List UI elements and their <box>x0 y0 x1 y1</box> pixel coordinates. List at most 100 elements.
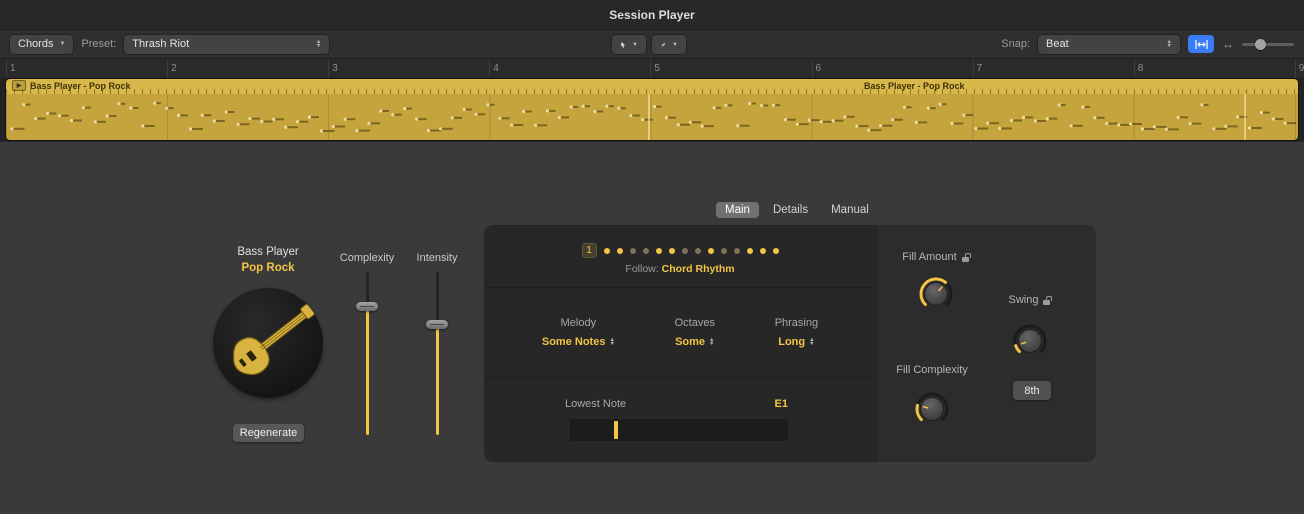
tab-details[interactable]: Details <box>772 204 809 216</box>
follow-setting[interactable]: Follow: Chord Rhythm <box>625 263 734 275</box>
fill-complexity-label-row: Fill Complexity <box>896 363 968 377</box>
ruler-bar-number: 8 <box>1137 63 1144 74</box>
ruler-bar-number: 2 <box>171 63 177 74</box>
variation-dot-on[interactable] <box>707 247 714 254</box>
ruler-bar-number: 5 <box>654 63 660 74</box>
ruler-bar-number: 4 <box>493 63 499 74</box>
zoom-slider[interactable] <box>1242 38 1294 50</box>
player-style: Pop Rock <box>241 262 295 274</box>
variation-dot-dim[interactable] <box>681 247 688 254</box>
fill-complexity-knob-block: Fill Complexity <box>887 363 977 434</box>
complexity-slider-thumb[interactable] <box>356 301 378 311</box>
unlocked-padlock-icon[interactable] <box>1043 295 1053 305</box>
region-header[interactable]: ▶ Bass Player - Pop Rock Bass Player - P… <box>6 79 1298 94</box>
ruler-gridline <box>489 59 491 78</box>
bar-ruler[interactable]: 1 2 3 4 5 6 7 8 9 <box>0 59 1304 79</box>
follow-value: Chord Rhythm <box>661 263 735 275</box>
updown-chevrons-icon: ▲ ▼ <box>709 336 715 347</box>
fill-amount-knob[interactable] <box>916 274 956 319</box>
marker-line <box>1244 94 1246 140</box>
variation-dot-on[interactable] <box>655 247 662 254</box>
performance-settings: Melody Some Notes ▲ ▼ Octaves Some ▲ ▼ Phrasing L… <box>484 288 876 378</box>
ruler-bar-number: 3 <box>332 63 338 74</box>
tab-manual[interactable]: Manual <box>831 204 869 216</box>
ruler-gridline <box>650 59 652 78</box>
fill-amount-label: Fill Amount <box>902 251 957 263</box>
pointer-tool-dropdown[interactable]: ▼ <box>612 35 646 54</box>
bar-gridlines <box>6 94 1298 140</box>
fill-complexity-label: Fill Complexity <box>896 364 968 376</box>
snap-value: Beat <box>1046 38 1069 50</box>
auto-zoom-button[interactable] <box>1188 35 1214 53</box>
ruler-bar-number: 1 <box>10 63 16 74</box>
melody-value[interactable]: Some Notes ▲ ▼ <box>542 336 615 348</box>
toolbar-left-group: Chords ▼ Preset: Thrash Riot ▲ ▼ <box>10 34 330 54</box>
lowest-note-slider-thumb[interactable] <box>613 421 618 439</box>
phrasing-select[interactable]: Phrasing Long ▲ ▼ <box>775 317 818 348</box>
lowest-note-value: E1 <box>774 398 788 410</box>
beat-ticks <box>6 89 1298 94</box>
variation-badge[interactable]: 1 <box>581 243 597 258</box>
preset-value: Thrash Riot <box>132 38 190 50</box>
midi-region[interactable]: ▶ Bass Player - Pop Rock Bass Player - P… <box>6 79 1298 140</box>
region-body[interactable] <box>6 94 1298 140</box>
preset-label: Preset: <box>81 38 117 50</box>
variation-dot-dim[interactable] <box>720 247 727 254</box>
phrasing-label: Phrasing <box>774 317 819 329</box>
fill-amount-knob-block: Fill Amount <box>891 250 981 319</box>
updown-chevrons-icon: ▲ ▼ <box>809 336 815 347</box>
region-name-left: ▶ Bass Player - Pop Rock <box>12 80 131 91</box>
variation-dot-on[interactable] <box>772 247 779 254</box>
variation-dot-on[interactable] <box>668 247 675 254</box>
swing-label-row: Swing <box>1008 293 1053 307</box>
snap-label: Snap: <box>1001 38 1030 50</box>
window-title: Session Player <box>609 7 695 22</box>
chords-dropdown[interactable]: Chords ▼ <box>10 34 74 54</box>
snap-select[interactable]: Beat ▲ ▼ <box>1038 34 1180 54</box>
fill-amount-label-row: Fill Amount <box>902 250 971 264</box>
preset-select[interactable]: Thrash Riot ▲ ▼ <box>124 34 330 54</box>
note-events <box>10 101 1296 133</box>
variation-dot-on[interactable] <box>616 247 623 254</box>
toolbar-tools-group: ▼ ▼ <box>612 35 686 54</box>
lowest-note-slider[interactable] <box>570 419 788 441</box>
ruler-gridline <box>167 59 169 78</box>
variation-dot-dim[interactable] <box>733 247 740 254</box>
octaves-value[interactable]: Some ▲ ▼ <box>675 336 714 348</box>
variation-dot-dim[interactable] <box>694 247 701 254</box>
ruler-gridline <box>6 59 7 78</box>
phrasing-value[interactable]: Long ▲ ▼ <box>778 336 814 348</box>
melody-value-text: Some Notes <box>541 336 606 348</box>
ruler-bar-number: 7 <box>976 63 983 74</box>
swing-label: Swing <box>1008 294 1039 306</box>
chevron-down-icon: ▼ <box>632 41 638 48</box>
variation-dot-on[interactable] <box>746 247 753 254</box>
swing-knob[interactable] <box>1010 321 1050 366</box>
variation-section: 1 Follow: Chord Rhythm <box>484 225 876 288</box>
intensity-slider-thumb[interactable] <box>426 319 448 329</box>
regenerate-button[interactable]: Regenerate <box>233 424 304 442</box>
fill-complexity-knob[interactable] <box>912 389 952 434</box>
zoom-slider-thumb[interactable] <box>1255 38 1266 50</box>
complexity-slider-label: Complexity <box>339 252 395 264</box>
variation-dot-dim[interactable] <box>642 247 649 254</box>
melody-select[interactable]: Melody Some Notes ▲ ▼ <box>542 317 615 348</box>
swing-rate-button[interactable]: 8th <box>1013 381 1051 400</box>
pencil-tool-dropdown[interactable]: ▼ <box>652 35 686 54</box>
chevron-down-icon: ▼ <box>672 41 678 48</box>
region-track-name: Bass Player - Pop Rock <box>30 80 131 91</box>
lowest-note-section: Lowest Note E1 <box>484 378 876 462</box>
chords-dropdown-label: Chords <box>18 38 54 50</box>
variation-dot-on[interactable] <box>759 247 766 254</box>
unlocked-padlock-icon[interactable] <box>961 252 971 262</box>
horizontal-zoom-icon: ↔ <box>1222 37 1234 51</box>
intensity-slider-fill <box>435 324 439 435</box>
octaves-select[interactable]: Octaves Some ▲ ▼ <box>675 317 715 348</box>
variation-dot-dim[interactable] <box>629 247 636 254</box>
ruler-bar-number: 9 <box>1298 63 1304 74</box>
tab-main[interactable]: Main <box>716 202 759 218</box>
octaves-label: Octaves <box>674 317 715 329</box>
region-play-icon[interactable]: ▶ <box>12 80 26 91</box>
variation-dot-on[interactable] <box>603 247 610 254</box>
lowest-note-label: Lowest Note <box>565 398 627 410</box>
